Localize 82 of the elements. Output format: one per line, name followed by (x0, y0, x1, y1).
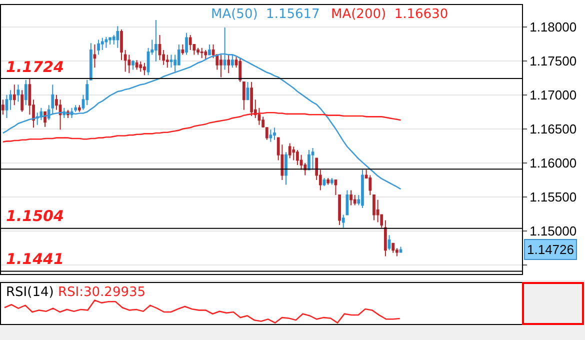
candlestick (392, 242, 395, 254)
candlestick (5, 94, 8, 119)
candlestick (350, 190, 352, 206)
candlestick (24, 79, 28, 106)
candlestick (1, 99, 4, 116)
ref-line-label: 1.1441 (6, 250, 64, 268)
candlestick (16, 84, 20, 102)
ref-line-label: 1.1724 (6, 58, 64, 76)
y-tick-label: 1.17000 (530, 87, 577, 102)
candlestick (334, 180, 338, 196)
candlestick (143, 62, 146, 76)
candlestick (288, 142, 292, 159)
candlestick (40, 107, 43, 121)
candlestick (116, 26, 120, 48)
candlestick (12, 84, 16, 106)
candlestick (135, 60, 138, 70)
candlestick (269, 129, 272, 142)
candlestick (384, 220, 387, 257)
candlestick (220, 54, 222, 78)
candlestick (128, 54, 131, 74)
candlestick (326, 177, 330, 186)
candlestick (204, 49, 208, 61)
candlestick (181, 44, 184, 56)
y-tick-label: 1.17500 (530, 53, 577, 68)
candlestick (97, 39, 100, 56)
candlestick (108, 37, 112, 45)
candlestick (154, 19, 158, 62)
text: MA(200) 1.16630 (331, 7, 448, 22)
candlestick (185, 32, 188, 56)
candlestick (58, 99, 62, 130)
line-series (2, 112, 402, 143)
candlestick (170, 54, 173, 68)
candlestick (86, 79, 89, 106)
candlestick (311, 148, 314, 170)
text: MA(50) 1.15617 (211, 7, 320, 22)
y-tick-label: 1.16500 (530, 121, 577, 136)
candlestick (158, 34, 162, 61)
y-tick-label: 1.16000 (530, 156, 577, 171)
series-label: RSI:30.29935 (58, 285, 146, 300)
y-tick-label: 1.15500 (530, 190, 577, 205)
candlestick (100, 37, 104, 50)
candlestick (20, 90, 24, 112)
candlestick (230, 54, 234, 68)
candlestick (338, 194, 341, 226)
candlestick (132, 60, 134, 70)
candlestick (330, 177, 334, 186)
candlestick (93, 44, 96, 68)
chart-title: RSI(14) (6, 285, 54, 300)
candlestick (388, 234, 391, 251)
candlestick (124, 49, 127, 72)
candlestick (120, 29, 123, 61)
candlestick (250, 81, 253, 117)
candlestick (308, 150, 310, 170)
candlestick (292, 146, 296, 161)
candlestick (346, 190, 349, 216)
y-tick-label: 1.15000 (530, 224, 577, 239)
candlestick (196, 47, 200, 56)
candlestick (284, 152, 288, 186)
candlestick (238, 58, 242, 82)
candlestick (246, 81, 250, 100)
candlestick (104, 36, 108, 48)
candlestick (322, 177, 326, 187)
candlestick (296, 150, 299, 166)
candlestick (208, 44, 211, 56)
text: 1.14726 (527, 242, 574, 257)
candlestick (89, 42, 92, 80)
candlestick (166, 54, 169, 68)
line-series (2, 53, 402, 190)
candlestick (227, 54, 230, 74)
candlestick (372, 194, 376, 221)
candlestick (44, 111, 46, 128)
ref-line-label: 1.1504 (6, 207, 64, 225)
candlestick (361, 169, 364, 208)
candlestick (139, 61, 142, 72)
candlestick (273, 127, 276, 140)
candlestick (188, 34, 192, 50)
candlestick (242, 81, 246, 110)
y-tick-label: 1.18000 (530, 19, 577, 34)
candlestick (200, 47, 204, 59)
candlestick (78, 104, 81, 112)
candlestick (342, 214, 345, 228)
candlestick (223, 26, 226, 70)
